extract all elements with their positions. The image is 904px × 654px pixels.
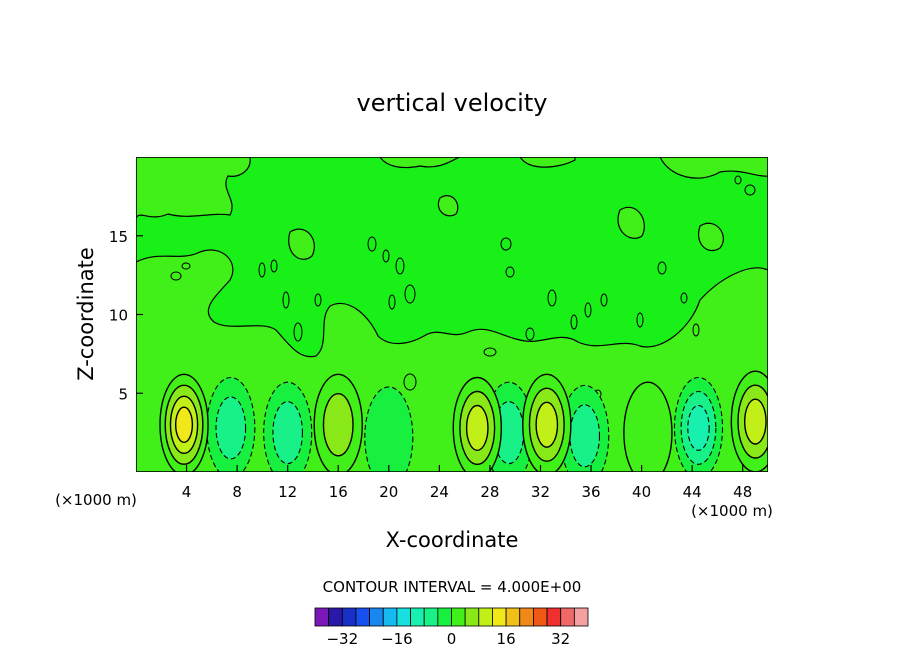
velocity-cores	[159, 370, 768, 472]
colorbar-tick-label: −16	[381, 630, 413, 648]
colorbar-swatch	[533, 607, 548, 627]
y-axis-label: Z-coordinate	[74, 247, 98, 381]
y-tick-label: 5	[118, 385, 128, 403]
x-tick-label: 4	[182, 483, 192, 501]
x-axis-label: X-coordinate	[386, 528, 519, 552]
x-unit-label-right: (×1000 m)	[691, 502, 773, 520]
x-axis: 4 8 12 16 20 24 28 32 36 40 44 48	[182, 465, 752, 501]
colorbar-swatch	[573, 607, 589, 627]
chart-title: vertical velocity	[357, 89, 548, 117]
colorbar-tick-label: 0	[447, 630, 457, 648]
downdraft-contour	[569, 404, 601, 468]
x-tick-label: 24	[430, 483, 449, 501]
colorbar-swatch	[451, 607, 466, 627]
colorbar-swatch	[328, 607, 343, 627]
colorbar-swatch	[369, 607, 384, 627]
updraft-contour	[174, 406, 194, 443]
colorbar-swatch	[505, 607, 521, 627]
contour-interval-label: CONTOUR INTERVAL = 4.000E+00	[323, 578, 582, 596]
colorbar-tick-label: −32	[326, 630, 358, 648]
plot-area	[136, 157, 768, 472]
downdraft-contour	[687, 404, 710, 451]
colorbar: −32 −16 0 16 32	[314, 607, 589, 648]
x-tick-label: 40	[632, 483, 651, 501]
x-tick-label: 12	[278, 483, 297, 501]
updraft-contour	[623, 381, 673, 472]
x-tick-label: 20	[379, 483, 398, 501]
colorbar-swatch	[546, 607, 562, 627]
colorbar-swatch	[341, 607, 357, 627]
colorbar-swatch	[519, 607, 534, 627]
x-unit-label-left: (×1000 m)	[55, 491, 137, 509]
updraft-contour	[465, 404, 489, 451]
colorbar-swatch	[314, 607, 330, 627]
x-tick-label: 16	[329, 483, 348, 501]
colorbar-swatch	[478, 607, 493, 627]
x-tick-label: 36	[581, 483, 600, 501]
updraft-contour	[322, 393, 354, 457]
updraft-contour	[535, 401, 559, 448]
colorbar-swatch	[437, 607, 452, 627]
x-tick-label: 28	[480, 483, 499, 501]
downdraft-contour	[215, 396, 247, 460]
colorbar-tick-label: 32	[551, 630, 570, 648]
x-tick-label: 48	[733, 483, 752, 501]
colorbar-swatch	[355, 607, 371, 627]
y-tick-label: 15	[109, 228, 128, 246]
x-tick-label: 8	[232, 483, 242, 501]
noise-contours	[170, 175, 756, 446]
colorbar-swatch	[382, 607, 398, 627]
colorbar-swatch	[560, 607, 575, 627]
downdraft-contour	[364, 386, 414, 472]
y-tick-label: 10	[109, 307, 128, 325]
colorbar-swatch	[410, 607, 425, 627]
colorbar-swatch	[464, 607, 480, 627]
x-tick-label: 32	[531, 483, 550, 501]
downdraft-contour	[272, 401, 304, 465]
y-axis: 5 10 15	[109, 228, 143, 403]
colorbar-swatch	[423, 607, 439, 627]
x-tick-label: 44	[683, 483, 702, 501]
colorbar-tick-label: 16	[497, 630, 516, 648]
colorbar-swatch	[396, 607, 411, 627]
updraft-contour	[743, 398, 767, 445]
colorbar-swatch	[492, 607, 507, 627]
